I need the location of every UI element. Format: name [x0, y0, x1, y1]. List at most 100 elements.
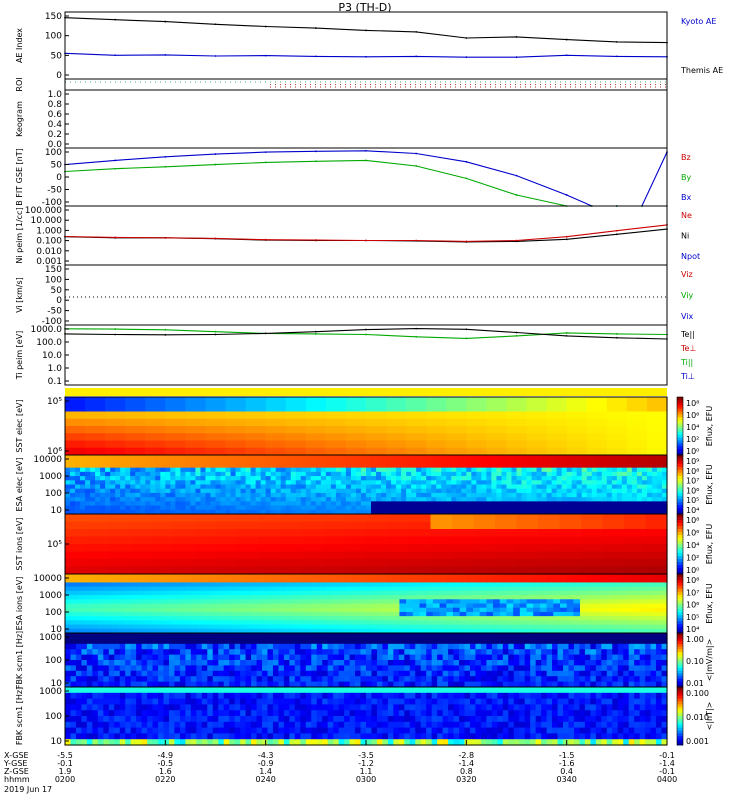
legend-entry: Ne	[681, 211, 692, 220]
legend-entry: Bx	[681, 193, 691, 202]
legend-entry: Kyoto AE	[681, 17, 716, 26]
colorbar-tick-label: 10⁰	[686, 447, 699, 456]
data-point	[465, 241, 467, 243]
y-tick-label: 1.0	[48, 364, 63, 374]
x-tick-label: 0220	[155, 775, 175, 784]
series-line-bfield-bx	[65, 151, 667, 206]
data-point	[215, 334, 217, 336]
colorbar-label: <|mV/m|>	[705, 639, 714, 682]
spectrogram-esa-i	[65, 574, 668, 634]
y-axis-label: FBK scm1 [Hz]	[15, 631, 24, 689]
data-point	[315, 160, 317, 162]
colorbar-esa-i	[677, 574, 683, 634]
colorbar-tick-label: 10⁸	[686, 467, 699, 476]
y-tick-label: 1000	[39, 687, 62, 697]
y-tick-label: 0.100	[36, 237, 62, 247]
data-point	[164, 21, 166, 23]
colorbar-tick-label: 10⁸	[686, 576, 699, 585]
sst-header-strip	[65, 388, 667, 396]
data-point	[365, 334, 367, 336]
colorbar-sst-e	[677, 397, 683, 456]
data-point	[164, 237, 166, 239]
colorbar-tick-label: 10⁸	[686, 399, 699, 408]
colorbar-tick-label: 10⁷	[686, 588, 699, 597]
data-point	[265, 151, 267, 153]
data-point	[114, 160, 116, 162]
colorbar-tick-label: 10⁴	[686, 506, 699, 515]
data-point	[415, 153, 417, 155]
data-point	[415, 56, 417, 58]
data-point	[616, 230, 618, 232]
legend-entry: Ti||	[680, 358, 693, 367]
y-axis-label: Vi [km/s]	[15, 277, 24, 313]
y-tick-label: 100.0	[36, 338, 62, 348]
data-point	[114, 236, 116, 238]
data-point	[465, 161, 467, 163]
data-point	[566, 54, 568, 56]
legend-entry: Te⊥	[680, 344, 696, 353]
colorbar-tick-label: 0.001	[686, 737, 709, 746]
data-point	[465, 56, 467, 58]
y-tick-label: 1.0	[48, 90, 63, 100]
line-plot-layer	[64, 17, 668, 340]
colorbar-label: <|nT|>	[705, 702, 714, 731]
y-tick-label: 10000	[33, 455, 62, 465]
y-tick-label: -50	[47, 307, 62, 317]
y-tick-label: 150	[45, 265, 62, 275]
y-tick-label: 1000	[39, 591, 62, 601]
x-tick-label: 0340	[556, 775, 576, 784]
data-point	[164, 329, 166, 331]
x-tick-label: 0200	[55, 775, 75, 784]
data-point	[616, 41, 618, 43]
data-point	[516, 56, 518, 58]
colorbar-label: Eflux, EFU	[705, 406, 714, 447]
legend-entry: Themis AE	[680, 66, 723, 75]
data-point	[566, 335, 568, 337]
colorbar-tick-label: 0.100	[686, 689, 709, 698]
y-tick-label: 0	[56, 296, 62, 306]
data-point	[415, 240, 417, 242]
colorbar-tick-label: 10⁶	[686, 411, 699, 420]
data-point	[566, 332, 568, 334]
colorbar-label: Eflux, EFU	[705, 524, 714, 565]
data-point	[616, 233, 618, 235]
data-point	[415, 165, 417, 167]
data-point	[616, 337, 618, 339]
data-point	[164, 334, 166, 336]
data-point	[465, 337, 467, 339]
panel-frame-keogram	[65, 90, 667, 148]
x-tick-label: 0320	[456, 775, 476, 784]
data-point	[616, 56, 618, 58]
y-tick-label: 100	[45, 32, 62, 42]
colorbar-tick-label: 10⁴	[686, 625, 699, 634]
y-tick-label: 0.1	[48, 377, 62, 387]
data-point	[465, 177, 467, 179]
spectrogram-sst-i	[65, 514, 668, 575]
y-tick-label: 1000.0	[31, 325, 63, 335]
colorbar-label: Eflux, EFU	[705, 583, 714, 624]
y-axis-label: AE Index	[15, 28, 24, 63]
legend-entry: Bz	[681, 153, 691, 162]
y-tick-label: 100	[45, 712, 62, 722]
data-point	[365, 329, 367, 331]
data-point	[315, 333, 317, 335]
y-tick-label: 100	[45, 608, 62, 618]
data-point	[365, 160, 367, 162]
data-point	[415, 31, 417, 33]
y-tick-label: 100	[45, 148, 62, 158]
colorbar-fbk-e	[677, 633, 683, 688]
colorbar-tick-label: 10⁰	[686, 566, 699, 575]
y-tick-label: 10.000	[31, 216, 63, 226]
y-tick-label: 150	[45, 12, 62, 22]
data-point	[114, 54, 116, 56]
legend-entry: Te||	[680, 330, 695, 339]
colorbar-tick-label: 10⁴	[686, 423, 699, 432]
y-tick-label: 100	[45, 656, 62, 666]
colorbar-tick-label: 10⁸	[686, 516, 699, 525]
colorbar-tick-label: 1.00	[686, 635, 704, 644]
data-point	[265, 239, 267, 241]
data-point	[365, 150, 367, 152]
spectrogram-fbk-b	[65, 687, 668, 746]
